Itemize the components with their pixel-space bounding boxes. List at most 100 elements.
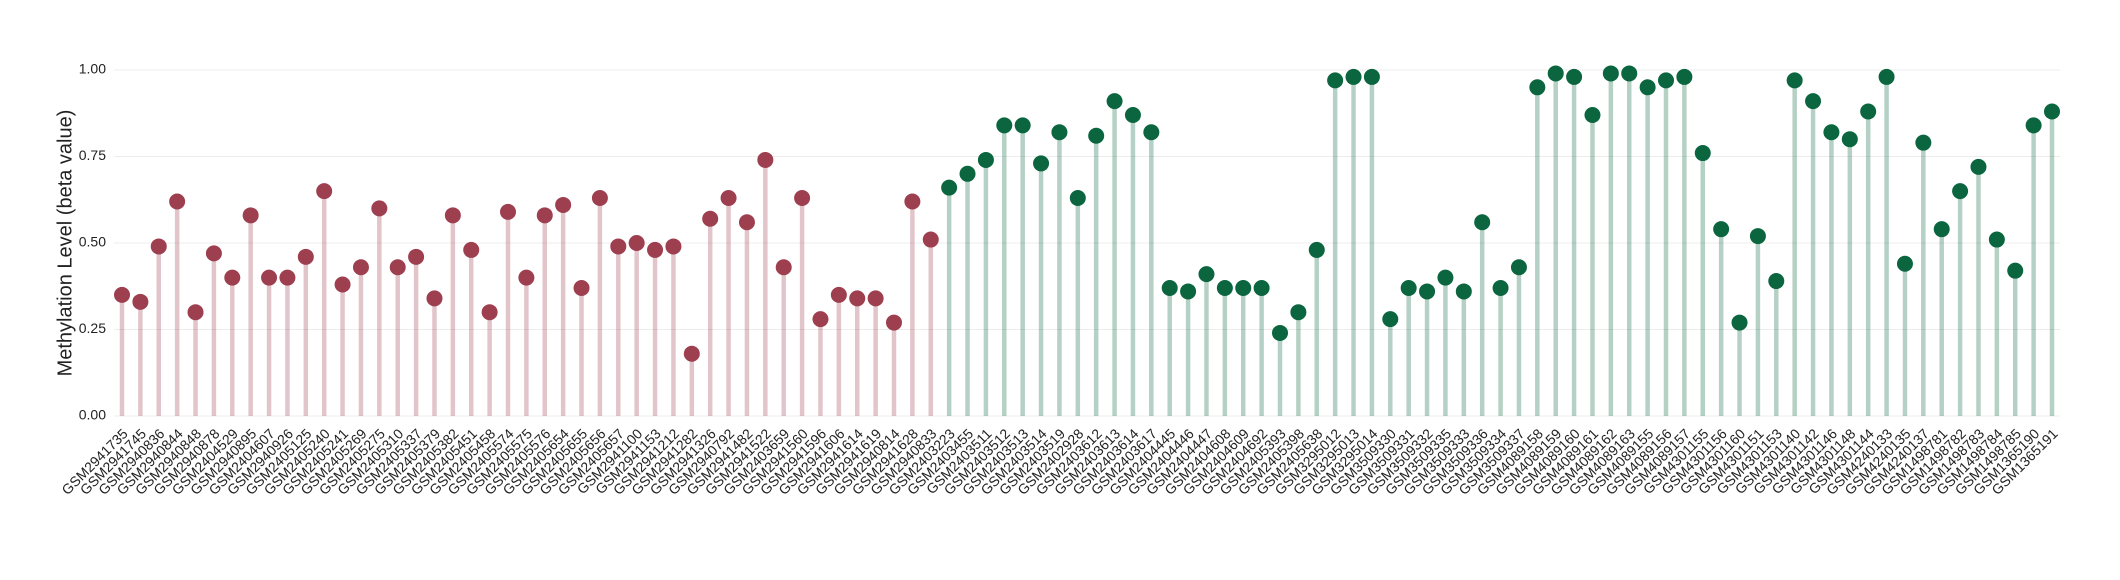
point (408, 248, 425, 265)
point (1860, 103, 1877, 120)
point (922, 231, 939, 248)
point (242, 207, 259, 224)
point (959, 165, 976, 182)
point (867, 290, 884, 307)
point (1308, 241, 1325, 258)
point (1345, 68, 1362, 85)
point (904, 193, 921, 210)
point (481, 304, 498, 321)
point (371, 200, 388, 217)
point (1933, 221, 1950, 238)
point (1235, 279, 1252, 296)
y-axis-label: Methylation Level (beta value) (54, 110, 76, 377)
point (1529, 79, 1546, 96)
point (573, 279, 590, 296)
point (1566, 68, 1583, 85)
point (150, 238, 167, 255)
point (1768, 273, 1785, 290)
point (1069, 190, 1086, 207)
point (1033, 155, 1050, 172)
y-tick-label: 0.25 (79, 320, 106, 336)
point (114, 286, 130, 303)
point (205, 245, 222, 262)
point (1290, 304, 1307, 321)
point (610, 238, 627, 255)
point (1749, 228, 1766, 245)
point (187, 304, 204, 321)
point (1253, 279, 1270, 296)
point (279, 269, 296, 286)
point (536, 207, 553, 224)
point (1216, 279, 1233, 296)
point (1823, 124, 1840, 141)
point (1621, 65, 1638, 82)
point (1878, 68, 1895, 85)
point (334, 276, 351, 293)
point (1474, 214, 1491, 231)
point (1327, 72, 1344, 89)
point (297, 248, 314, 265)
point (261, 269, 278, 286)
point (886, 314, 902, 331)
point (775, 259, 792, 276)
point (1676, 68, 1693, 85)
point (1124, 106, 1141, 123)
point (996, 117, 1013, 134)
point (1437, 269, 1454, 286)
point (1143, 124, 1160, 141)
point (849, 290, 866, 307)
point (591, 190, 608, 207)
point (1658, 72, 1674, 89)
point (794, 190, 811, 207)
point (1952, 183, 1969, 200)
point (1805, 93, 1822, 110)
point (316, 183, 333, 200)
point (1382, 311, 1399, 328)
point (977, 151, 994, 168)
point (830, 286, 847, 303)
point (812, 311, 829, 328)
y-tick-label: 1.00 (79, 61, 106, 77)
point (352, 259, 369, 276)
y-tick-label: 0.50 (79, 234, 106, 250)
point (1731, 314, 1748, 331)
point (1198, 266, 1215, 283)
point (1915, 134, 1932, 151)
point (224, 269, 241, 286)
point (1970, 158, 1987, 175)
point (702, 210, 719, 227)
point (1419, 283, 1436, 300)
point (1272, 324, 1288, 341)
point (1363, 68, 1380, 85)
point (2044, 103, 2060, 120)
point (1584, 106, 1601, 123)
point (1051, 124, 1068, 141)
point (1180, 283, 1197, 300)
point (463, 241, 480, 258)
point (389, 259, 406, 276)
point (500, 203, 516, 220)
point (1547, 65, 1564, 82)
point (1161, 279, 1178, 296)
point (1713, 221, 1730, 238)
point (2007, 262, 2024, 279)
y-tick-label: 0.75 (79, 147, 106, 163)
point (628, 235, 645, 251)
point (518, 269, 535, 286)
point (132, 293, 149, 310)
point (647, 241, 664, 258)
point (683, 345, 700, 362)
point (1988, 231, 2005, 248)
point (1510, 259, 1527, 276)
point (169, 193, 186, 210)
point (1400, 279, 1417, 296)
point (2025, 117, 2042, 134)
point (1106, 93, 1123, 110)
point (1841, 131, 1858, 148)
point (444, 207, 461, 224)
point (1639, 79, 1656, 96)
point (1896, 255, 1913, 272)
y-tick-label: 0.00 (79, 407, 106, 423)
point (665, 238, 682, 255)
